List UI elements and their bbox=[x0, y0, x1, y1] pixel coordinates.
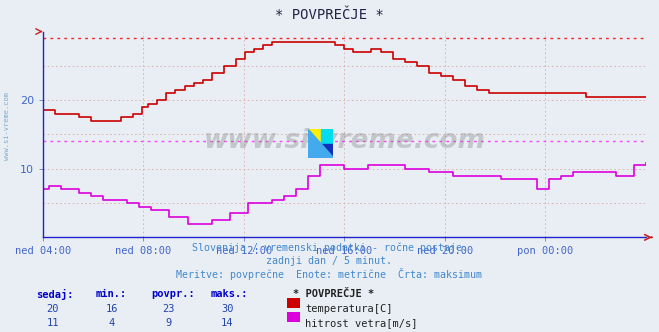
Bar bbox=[308, 129, 321, 143]
Text: Slovenija / vremenski podatki - ročne postaje.: Slovenija / vremenski podatki - ročne po… bbox=[192, 242, 467, 253]
Text: 20: 20 bbox=[47, 304, 59, 314]
Text: * POVPREČJE *: * POVPREČJE * bbox=[293, 289, 374, 299]
Bar bbox=[308, 143, 321, 158]
Text: 11: 11 bbox=[47, 318, 59, 328]
Text: www.si-vreme.com: www.si-vreme.com bbox=[204, 127, 485, 154]
Bar bbox=[321, 143, 333, 158]
Text: maks.:: maks.: bbox=[211, 289, 248, 299]
Text: * POVPREČJE *: * POVPREČJE * bbox=[275, 8, 384, 22]
Text: min.:: min.: bbox=[96, 289, 127, 299]
Text: sedaj:: sedaj: bbox=[36, 289, 74, 300]
Text: temperatura[C]: temperatura[C] bbox=[305, 304, 393, 314]
Bar bbox=[321, 129, 333, 143]
Text: hitrost vetra[m/s]: hitrost vetra[m/s] bbox=[305, 318, 418, 328]
Polygon shape bbox=[308, 129, 333, 158]
Text: 16: 16 bbox=[106, 304, 118, 314]
Text: 30: 30 bbox=[221, 304, 233, 314]
Text: povpr.:: povpr.: bbox=[152, 289, 195, 299]
Text: 9: 9 bbox=[165, 318, 171, 328]
Text: Meritve: povprečne  Enote: metrične  Črta: maksimum: Meritve: povprečne Enote: metrične Črta:… bbox=[177, 268, 482, 280]
Text: 23: 23 bbox=[162, 304, 174, 314]
Text: zadnji dan / 5 minut.: zadnji dan / 5 minut. bbox=[266, 256, 393, 266]
Text: 4: 4 bbox=[109, 318, 115, 328]
Text: 14: 14 bbox=[221, 318, 233, 328]
Text: www.si-vreme.com: www.si-vreme.com bbox=[3, 92, 10, 160]
